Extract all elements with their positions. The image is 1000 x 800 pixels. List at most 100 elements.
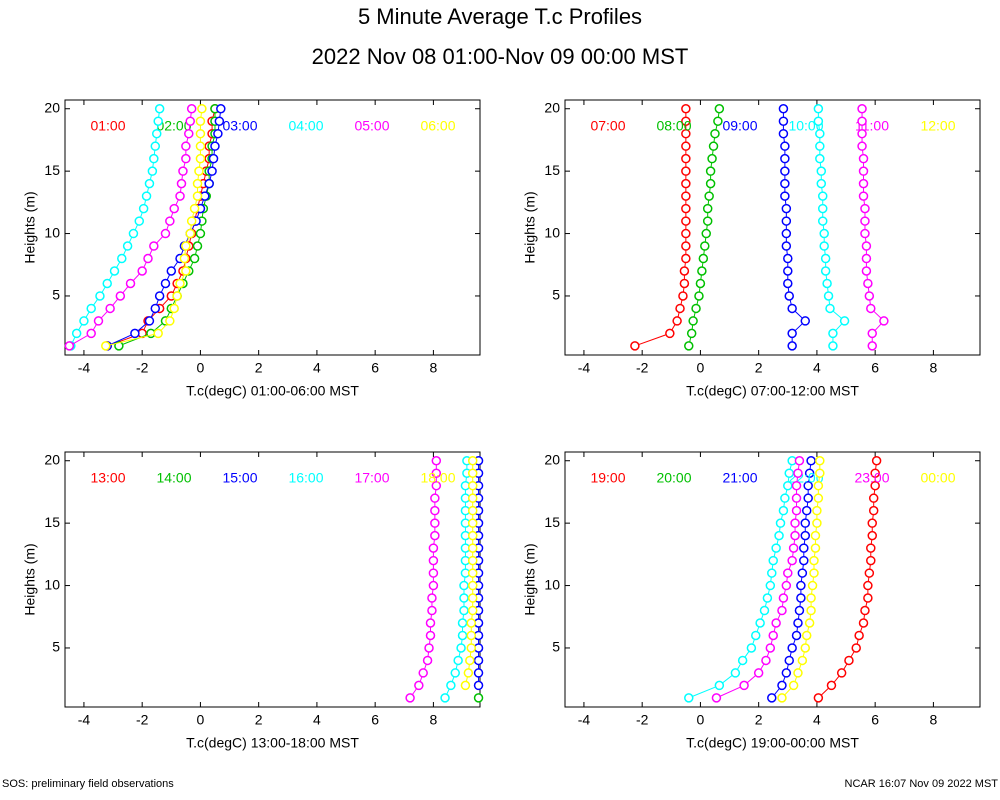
legend-label: 00:00	[920, 470, 955, 486]
profile-point	[867, 530, 877, 541]
x-tick-label: 8	[430, 712, 438, 728]
profile-point	[473, 680, 484, 691]
profile-point	[431, 480, 442, 491]
profile-point	[861, 253, 872, 264]
profile-point	[804, 468, 815, 478]
profile-point	[801, 630, 812, 641]
profile-point	[790, 530, 800, 541]
profile-point	[459, 580, 469, 591]
x-axis-label: T.c(degC) 13:00-18:00 MST	[186, 735, 359, 751]
profile-point	[702, 203, 713, 214]
profile-point	[813, 493, 824, 503]
profile-point	[791, 630, 802, 641]
x-tick-label: 6	[371, 360, 379, 376]
profile-point	[467, 593, 478, 603]
profile-point	[860, 216, 870, 226]
profile-point	[851, 643, 861, 653]
profile-point	[714, 680, 725, 691]
y-axis-label: Heights (m)	[22, 191, 38, 263]
profile-point	[783, 480, 793, 491]
profile-point	[826, 680, 837, 691]
profile-point	[467, 605, 478, 616]
profile-point	[781, 241, 792, 251]
profile-point	[815, 468, 825, 478]
profile-point	[672, 316, 682, 326]
profile-point	[783, 253, 793, 264]
profile-point	[815, 153, 825, 164]
x-tick-label: -4	[78, 360, 91, 376]
profile-point	[684, 693, 694, 703]
profile-point	[186, 103, 197, 114]
profile-point	[466, 618, 477, 628]
y-tick-label: 20	[544, 99, 560, 115]
profile-point	[424, 643, 434, 653]
profile-point	[866, 303, 876, 314]
legend-label: 04:00	[288, 118, 323, 134]
legend-label: 17:00	[354, 470, 389, 486]
legend-label: 07:00	[590, 118, 625, 134]
profile-point	[427, 593, 437, 603]
profile-point	[828, 341, 838, 351]
profile-point	[165, 316, 175, 326]
profile-point	[813, 480, 824, 491]
profile-point	[147, 166, 158, 176]
profile-point	[801, 505, 812, 516]
profile-point	[780, 166, 790, 176]
x-tick-label: 8	[930, 712, 938, 728]
profile-point	[418, 668, 428, 678]
profile-point	[214, 116, 225, 126]
profile-point	[813, 116, 824, 126]
profile-point	[708, 141, 719, 151]
profile-point	[459, 605, 469, 616]
profile-point	[871, 455, 882, 466]
profile-point	[701, 228, 711, 239]
profile-point	[857, 128, 867, 139]
profile-point	[753, 668, 764, 678]
profile-point	[681, 178, 691, 189]
profile-point	[812, 518, 822, 528]
x-tick-label: 2	[255, 360, 263, 376]
y-tick-label: 5	[52, 287, 60, 303]
legend-label: 23:00	[854, 470, 889, 486]
profile-point	[793, 468, 803, 478]
profile-point	[768, 630, 778, 641]
y-tick-label: 15	[44, 514, 60, 530]
profile-point	[204, 178, 214, 189]
profile-point	[86, 303, 96, 314]
legend-label: 08:00	[656, 118, 691, 134]
profile-point	[790, 518, 800, 528]
profile-point	[153, 116, 163, 126]
profile-point	[768, 555, 778, 566]
profile-point	[820, 253, 831, 264]
x-tick-label: 4	[313, 712, 321, 728]
y-axis-label: Heights (m)	[22, 543, 38, 615]
profile-point	[787, 555, 797, 566]
profile-point	[781, 228, 792, 239]
profile-point	[64, 341, 75, 351]
x-tick-label: 6	[371, 712, 379, 728]
profile-point	[102, 278, 112, 289]
profile-point	[93, 316, 104, 326]
profile-point	[160, 228, 171, 239]
profile-point	[800, 518, 811, 528]
profile-point	[796, 593, 806, 603]
profile-point	[799, 543, 809, 553]
profile-point	[414, 680, 424, 691]
profile-point	[803, 480, 813, 491]
profile-point	[863, 278, 873, 289]
profile-point	[781, 668, 792, 678]
profile-point	[181, 141, 191, 151]
plot-frame	[64, 451, 481, 708]
profile-point	[755, 618, 765, 628]
profile-point	[759, 605, 770, 616]
profile-point	[839, 316, 850, 326]
profile-point	[181, 241, 191, 251]
profile-point	[815, 455, 825, 466]
profile-point	[467, 543, 478, 553]
profile-point	[858, 191, 869, 201]
profile-point	[697, 266, 707, 276]
profile-point	[702, 216, 713, 226]
plot-frame	[64, 99, 481, 356]
